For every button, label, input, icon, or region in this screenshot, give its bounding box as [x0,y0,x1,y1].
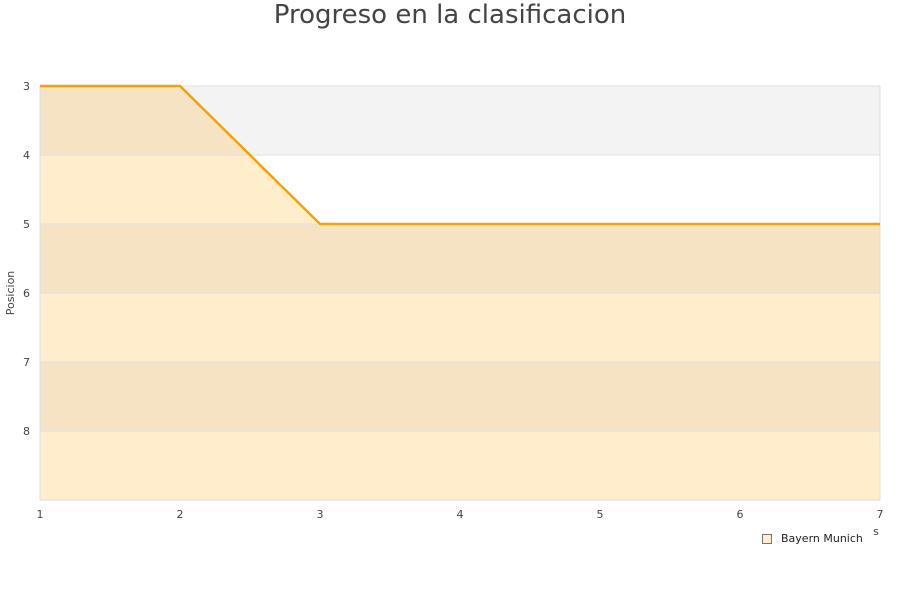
x-tick-label: 6 [737,508,744,521]
y-tick-label: 5 [23,218,30,231]
y-tick-label: 7 [23,356,30,369]
y-tick-label: 4 [23,149,30,162]
y-tick-label: 8 [23,425,30,438]
area-band [40,362,880,431]
x-tick-label: 1 [37,508,44,521]
legend-swatch [762,533,772,544]
y-tick-label: 3 [23,80,30,93]
x-tick-label: 2 [177,508,184,521]
y-tick-label: 6 [23,287,30,300]
series-line [40,84,880,226]
legend: Bayern Munich [762,532,863,545]
legend-label: Bayern Munich [781,532,863,545]
area-band [40,293,880,362]
y-axis-label: Posicion [4,271,17,316]
x-tick-label: 4 [457,508,464,521]
area-band [40,431,880,500]
plot-border [39,85,881,501]
x-axis-label: s [873,525,879,538]
area-band [40,224,880,293]
x-tick-label: 5 [597,508,604,521]
x-tick-label: 7 [877,508,884,521]
x-tick-label: 3 [317,508,324,521]
chart-title: Progreso en la clasificacion [273,0,627,30]
